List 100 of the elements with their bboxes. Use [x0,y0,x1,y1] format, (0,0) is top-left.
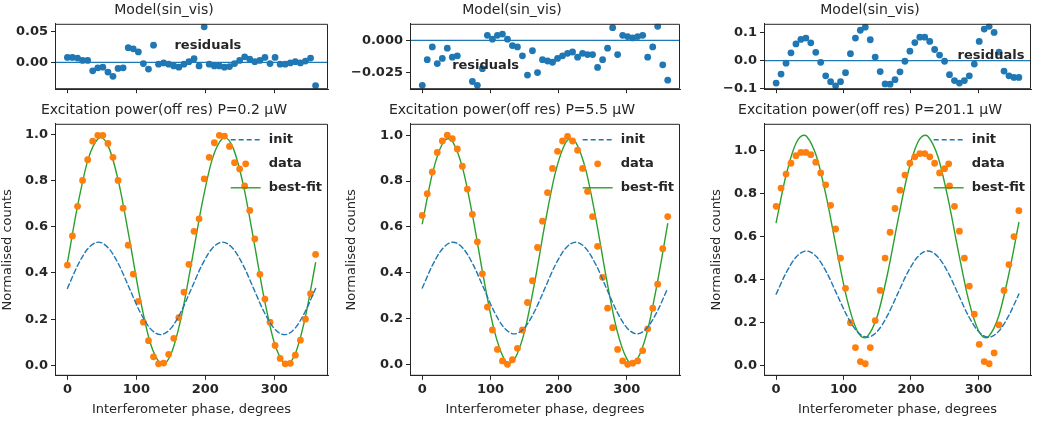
x-axis-title: Interferometer phase, degrees [445,400,645,416]
point [150,41,157,49]
y-axis-title: Normalised counts [343,188,359,311]
point [302,57,309,65]
point [539,217,546,225]
point [931,159,939,167]
point [866,36,874,44]
line-series [775,250,1020,338]
x-tick-label: 0 [62,380,72,396]
y-tick-label: 0.8 [733,184,757,200]
point [956,79,963,87]
point [837,78,844,86]
point [926,38,934,45]
point [428,43,436,51]
point [79,177,86,184]
chart-title: Model(sin_vis) [114,1,214,18]
point [792,40,800,48]
point [1000,287,1008,294]
point [479,270,486,278]
point [876,287,884,294]
y-tick-label: 0.00 [15,53,48,69]
point [802,34,810,42]
x-axis-title: Interferometer phase, degrees [797,400,998,416]
point [549,58,556,66]
point [956,227,963,235]
point [965,72,973,80]
point [906,47,914,55]
point [772,79,780,87]
point [559,137,566,145]
point [614,346,622,353]
point [129,45,137,53]
x-tick-label: 300 [260,380,288,396]
legend-label: init [620,131,646,147]
y-tick-label: 0.8 [24,171,48,187]
point [827,201,835,209]
point [185,58,193,66]
x-tick-label: 200 [545,380,573,396]
point [534,244,541,251]
point [473,238,481,246]
legend-label: best-fit [971,179,1026,195]
point [995,321,1003,329]
point [134,297,142,305]
point [195,62,203,70]
point [428,168,436,176]
point [312,82,319,89]
point [307,54,314,62]
point [418,81,426,89]
point [1015,207,1023,215]
y-tick-label: 0.4 [733,271,757,287]
point [886,228,894,236]
y-tick-label: 0.4 [379,264,403,280]
point [236,165,244,173]
point [951,202,958,210]
point [847,50,854,58]
x-axis-title: Interferometer phase, degrees [91,400,292,416]
point [519,52,526,60]
y-tick-label: 0.05 [15,23,48,39]
point [619,357,627,365]
annotation: residuals [174,37,242,53]
point [438,55,446,62]
point [594,64,601,71]
point [433,60,441,67]
point [891,205,899,212]
point [468,78,476,85]
point [104,68,112,76]
point [534,69,541,76]
chart-title: Model(sin_vis) [462,1,562,18]
point [145,337,152,345]
point [921,33,929,41]
point [896,186,904,194]
annotation: residuals [957,47,1025,63]
point [499,30,506,38]
point [291,351,299,359]
point [792,152,800,160]
point [271,54,279,61]
point [832,225,840,233]
point [165,350,173,358]
point [134,48,142,56]
point [871,53,879,61]
point [901,57,909,65]
point [970,60,978,68]
point [594,242,601,250]
point [837,254,844,262]
legend-label: data [620,155,654,171]
point [524,71,531,79]
y-tick-label: 1.0 [733,141,757,157]
point [564,133,571,140]
point [827,78,835,86]
point [802,149,810,156]
y-tick-label: 0.2 [379,309,403,325]
point [639,31,647,39]
y-tick-label: 0.0 [24,356,48,372]
point [842,69,849,77]
legend-label: init [971,131,997,147]
point [604,304,611,312]
point [629,359,637,367]
point [817,169,825,177]
legend-label: init [268,131,294,147]
point [911,39,919,46]
point [842,284,849,292]
